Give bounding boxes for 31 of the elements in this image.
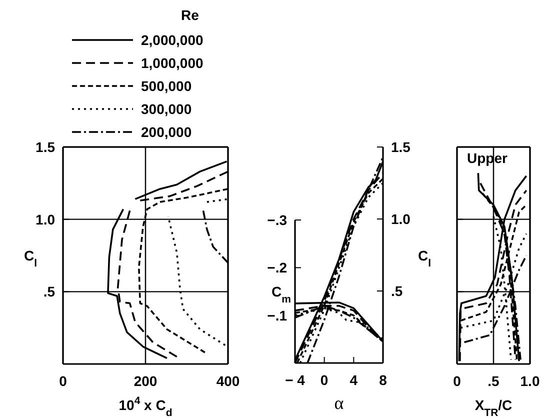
x-tick-label: − 4 [285, 372, 306, 388]
legend-label: 2,000,000 [141, 32, 204, 48]
x-tick-label: 200 [134, 373, 158, 389]
x-tick-label: 0 [320, 372, 328, 388]
legend-label: 500,000 [141, 78, 192, 94]
y-tick-label: .5 [43, 284, 56, 300]
y-tick-label: 1.0 [36, 211, 56, 228]
x-tick-label: 0 [59, 373, 68, 389]
y-axis-title: C$_{l}$ [24, 248, 38, 270]
legend-label: 1,000,000 [141, 55, 204, 71]
y-tick-label: −.3 [267, 212, 288, 228]
x-tick-label: 4 [350, 372, 358, 388]
legend-label: 200,000 [141, 124, 192, 140]
y2-tick-label: 1.0 [391, 211, 411, 227]
x-tick-label: .5 [488, 373, 500, 389]
legend-label: 300,000 [141, 101, 192, 117]
x-axis-title: α [334, 393, 344, 413]
y-tick-label: −.2 [267, 260, 288, 276]
x-tick-label: 400 [216, 373, 240, 389]
y2-tick-label: .5 [391, 283, 403, 299]
y-axis-title: C$_{m}$ [272, 284, 291, 306]
y-axis-title: C$_{l}$ [418, 248, 432, 270]
y-tick-label: −.1 [267, 307, 288, 324]
x-tick-label: 0 [453, 373, 462, 389]
x-tick-label: 1.0 [520, 373, 540, 389]
x-axis-title: 10$^{4}$ x C$_{d}$ [118, 395, 172, 418]
x-axis-title: X$_{TR}$/C [474, 397, 512, 418]
legend-title: Re [181, 7, 200, 23]
y2-tick-label: 1.5 [391, 139, 411, 155]
x-tick-label: 8 [379, 372, 388, 388]
y-tick-label: 1.5 [36, 139, 56, 155]
